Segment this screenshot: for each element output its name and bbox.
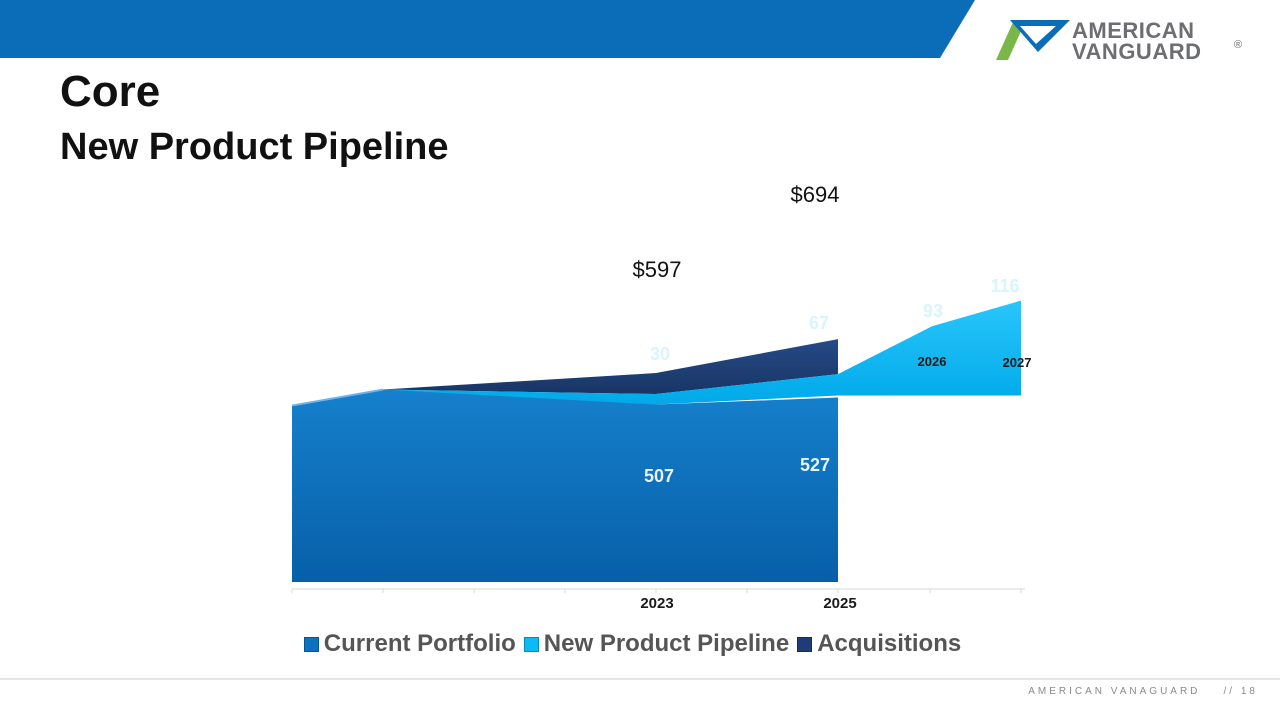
logo-text-line-1: AMERICAN	[1072, 18, 1195, 43]
data-label-current-2023: 507	[644, 466, 674, 486]
legend-swatch	[797, 636, 813, 652]
company-logo: AMERICAN VANGUARD ®	[990, 14, 1250, 64]
header-banner	[0, 0, 975, 58]
footer-divider	[0, 678, 1280, 680]
chart-legend: Current Portfolio New Product Pipeline Acq…	[0, 630, 1265, 658]
legend-swatch	[303, 636, 319, 652]
footer-company: AMERICAN VANAGUARD	[1028, 686, 1201, 697]
data-label-pipeline-2023: 30	[650, 344, 670, 364]
logo-text-line-2: VANGUARD	[1072, 39, 1202, 64]
legend-item-acquisitions: Acquisitions	[797, 630, 961, 658]
logo-mark-icon	[996, 20, 1070, 60]
legend-label: Acquisitions	[817, 630, 962, 657]
data-label-pipeline-2027: 116	[990, 276, 1019, 296]
logo-registered-mark: ®	[1234, 39, 1243, 51]
footer: AMERICAN VANAGUARD // 18	[1028, 686, 1258, 697]
page-title: Core	[60, 67, 161, 116]
page-subtitle: New Product Pipeline	[60, 126, 449, 168]
data-label-current-2025: 527	[800, 455, 830, 475]
x-tick-label-2027: 2027	[1003, 355, 1032, 370]
legend-label: New Product Pipeline	[543, 630, 790, 657]
footer-page-number: 18	[1240, 686, 1258, 697]
legend-item-current-portfolio: Current Portfolio	[303, 630, 516, 658]
footer-separator: //	[1223, 686, 1236, 697]
data-label-acquisitions-2023: 60	[649, 302, 671, 324]
legend-swatch	[523, 636, 539, 652]
data-label-pipeline-2026: 93	[923, 301, 943, 321]
series-area-new-product-pipeline	[292, 300, 1021, 406]
series-edge-highlight	[291, 388, 384, 407]
data-label-acquisitions-2025: 100	[798, 239, 831, 261]
x-tick-label-2023: 2023	[640, 595, 673, 612]
total-label-2025: $694	[791, 182, 840, 207]
legend-item-new-product-pipeline: New Product Pipeline	[523, 630, 790, 658]
legend-label: Current Portfolio	[323, 630, 516, 657]
header-banner-shape	[0, 0, 975, 58]
series-area-acquisitions	[292, 339, 838, 406]
x-tick-label-2025: 2025	[823, 595, 856, 612]
total-label-2023: $597	[633, 257, 682, 282]
x-tick-label-2026: 2026	[918, 354, 947, 369]
data-label-pipeline-2025: 67	[809, 313, 829, 333]
series-area-current-portfolio	[292, 389, 838, 582]
